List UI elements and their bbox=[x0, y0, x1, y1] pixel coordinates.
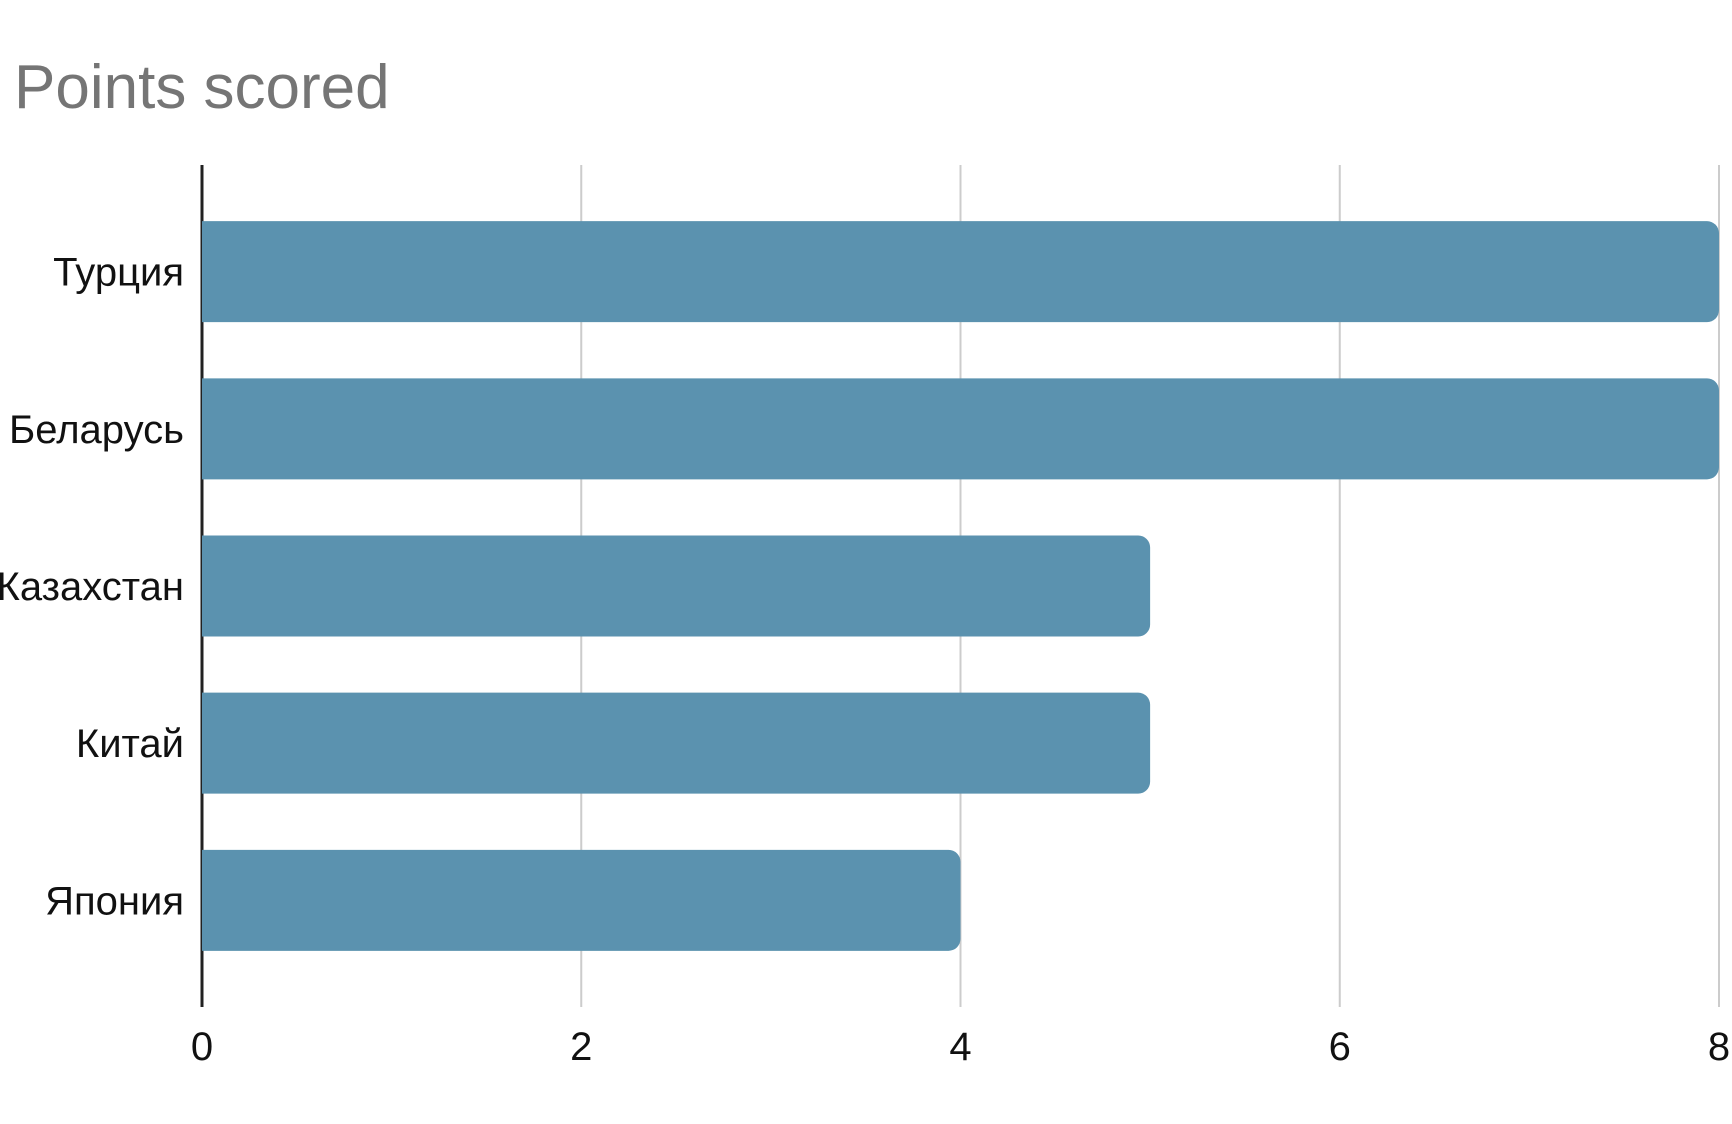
x-tick-label-2: 2 bbox=[570, 1025, 592, 1069]
category-label-1: Беларусь bbox=[9, 408, 184, 452]
bar-1[interactable] bbox=[202, 378, 1719, 480]
category-label-3: Китай bbox=[76, 722, 184, 766]
bar-0[interactable] bbox=[202, 221, 1719, 323]
x-tick-label-6: 6 bbox=[1329, 1025, 1351, 1069]
bar-4[interactable] bbox=[202, 849, 961, 951]
chart-title: Points scored bbox=[14, 53, 390, 122]
x-tick-label-0: 0 bbox=[191, 1025, 213, 1069]
bar-2[interactable] bbox=[202, 535, 1151, 637]
category-label-2: Казахстан bbox=[0, 565, 184, 609]
x-tick-label-8: 8 bbox=[1708, 1025, 1730, 1069]
category-label-4: Япония bbox=[45, 879, 184, 923]
bar-3[interactable] bbox=[202, 692, 1151, 794]
category-label-0: Турция bbox=[53, 251, 184, 295]
x-tick-label-4: 4 bbox=[949, 1025, 971, 1069]
